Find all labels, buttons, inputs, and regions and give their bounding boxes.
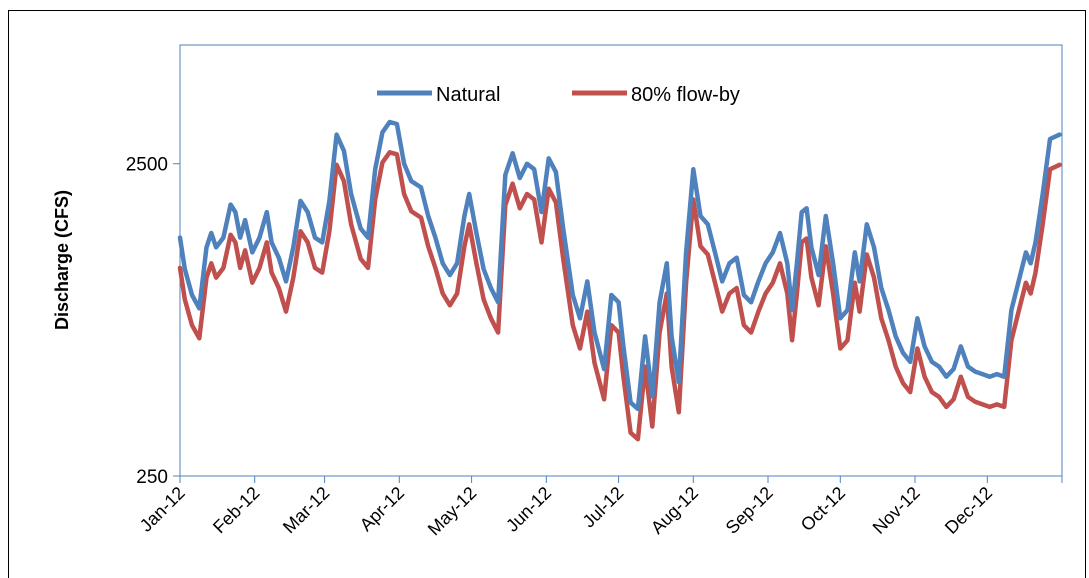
series-line-natural (177, 119, 1062, 412)
x-tick-label: Sep-12 (722, 483, 777, 538)
chart-frame (8, 10, 1086, 578)
y-axis-title: Discharge (CFS) (52, 190, 72, 330)
x-tick-label: Dec-12 (941, 483, 996, 538)
x-tick-label: Nov-12 (869, 483, 924, 538)
x-tick-label: Jun-12 (502, 483, 555, 536)
y-axis-ticks: 250 2500 (126, 155, 180, 488)
legend-label-flowby: 80% flow-by (631, 84, 740, 106)
series-layer (177, 119, 1062, 442)
x-axis-ticks: Jan-12 Feb-12 Mar-12 Apr-12 May-12 Jun-12 Jul-… (136, 476, 1063, 540)
x-tick-label: Apr-12 (356, 483, 408, 535)
x-tick-label: Feb-12 (209, 483, 263, 537)
series-line-80-flow-by (177, 150, 1062, 442)
x-tick-label: Aug-12 (647, 483, 702, 538)
x-tick-label: Mar-12 (279, 483, 333, 537)
legend: Natural 80% flow-by (377, 84, 740, 106)
plot-area (179, 44, 1063, 477)
y-tick-label: 2500 (126, 155, 168, 176)
x-tick-label: Oct-12 (797, 483, 849, 535)
x-tick-label: May-12 (424, 483, 481, 540)
x-tick-label: Jan-12 (136, 483, 189, 536)
y-tick-label: 250 (136, 467, 168, 488)
x-tick-label: Jul-12 (579, 483, 628, 532)
legend-label-natural: Natural (436, 84, 500, 106)
